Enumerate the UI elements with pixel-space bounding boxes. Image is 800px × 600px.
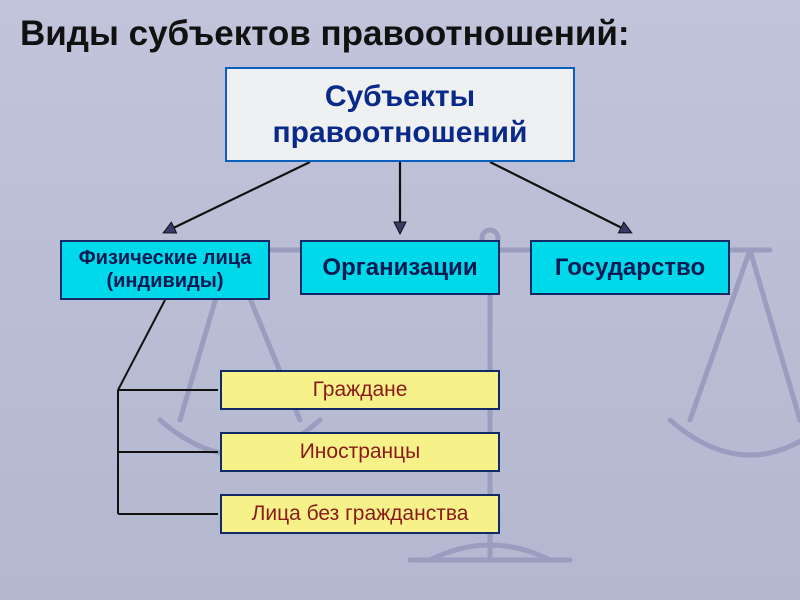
page-title: Виды субъектов правоотношений:: [20, 14, 630, 54]
category-node: Организации: [300, 240, 500, 295]
root-node: Субъекты правоотношений: [225, 67, 575, 162]
subitem-node: Граждане: [220, 370, 500, 410]
category-node: Физические лица (индивиды): [60, 240, 270, 300]
root-node-label: Субъекты правоотношений: [227, 79, 573, 151]
subitem-node: Иностранцы: [220, 432, 500, 472]
subitem-node: Лица без гражданства: [220, 494, 500, 534]
category-node: Государство: [530, 240, 730, 295]
